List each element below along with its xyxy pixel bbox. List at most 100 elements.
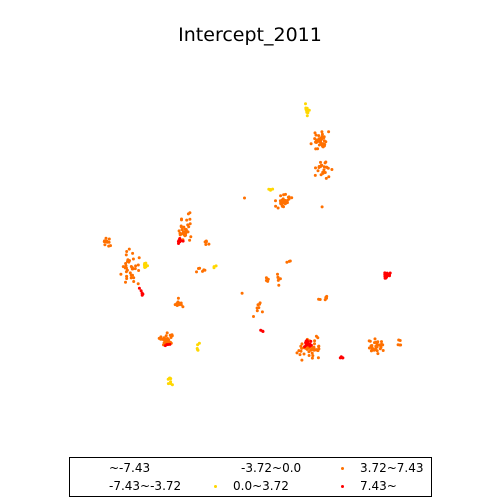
legend-label-6: 7.43~	[360, 479, 397, 493]
map-point	[136, 282, 140, 286]
map-point	[134, 264, 138, 268]
map-point	[300, 358, 304, 362]
map-point	[316, 356, 320, 360]
map-point	[376, 340, 380, 344]
map-point	[203, 268, 207, 272]
map-point	[184, 228, 188, 231]
map-point	[317, 134, 321, 138]
map-point	[207, 242, 211, 246]
map-point	[179, 225, 183, 229]
map-point	[320, 205, 324, 209]
map-point	[380, 342, 383, 346]
map-point	[316, 169, 320, 173]
map-point	[181, 305, 185, 309]
legend-item-2: -7.43~-3.72	[90, 478, 181, 494]
legend-label-4: 0.0~3.72	[233, 479, 289, 493]
map-point	[276, 206, 280, 210]
map-point	[159, 335, 163, 339]
map-point	[266, 277, 270, 281]
map-point	[311, 354, 315, 358]
map-point	[188, 222, 192, 226]
map-point	[139, 289, 143, 293]
map-point	[277, 283, 281, 287]
map-point	[313, 137, 317, 141]
map-point	[285, 260, 289, 264]
map-point	[370, 348, 374, 352]
map-point	[188, 217, 192, 221]
map-point	[124, 280, 127, 284]
map-point	[324, 165, 328, 169]
map-point	[323, 298, 327, 302]
map-point	[131, 251, 135, 255]
map-point	[179, 232, 183, 236]
map-point	[314, 166, 317, 170]
map-point	[256, 303, 260, 307]
map-point	[399, 343, 403, 347]
map-point	[132, 280, 136, 283]
map-point	[276, 275, 280, 279]
map-point	[323, 171, 327, 174]
map-point	[282, 205, 285, 209]
map-point	[313, 342, 316, 346]
map-point	[304, 343, 308, 347]
map-point	[327, 130, 331, 134]
map-point	[107, 240, 111, 244]
map-point	[180, 217, 183, 221]
map-point	[125, 277, 129, 281]
map-point	[370, 344, 374, 347]
map-point	[162, 341, 166, 345]
map-point	[182, 225, 186, 229]
map-point	[305, 114, 309, 118]
map-point	[323, 161, 327, 165]
map-point	[313, 339, 317, 343]
legend-marker-4	[214, 484, 217, 488]
map-point	[368, 339, 372, 343]
map-point	[103, 243, 107, 247]
map-point	[317, 347, 321, 351]
map-point	[321, 145, 325, 149]
map-point	[187, 225, 191, 229]
map-point	[177, 229, 181, 233]
legend-marker-1	[90, 466, 93, 470]
map-point	[373, 337, 377, 341]
map-point	[322, 142, 325, 146]
map-point	[385, 271, 389, 275]
map-point	[119, 272, 123, 276]
map-point	[185, 218, 189, 222]
map-point	[131, 273, 134, 277]
map-point	[268, 188, 272, 191]
legend-marker-3	[222, 466, 225, 470]
map-point	[107, 237, 111, 241]
map-point	[308, 342, 312, 346]
map-point	[258, 301, 262, 305]
legend-marker-5	[341, 466, 344, 470]
map-point	[300, 346, 304, 350]
map-point	[290, 196, 294, 200]
map-point	[319, 165, 323, 168]
map-point	[180, 228, 184, 231]
map-point	[310, 348, 314, 351]
map-point	[196, 343, 200, 347]
map-point	[181, 239, 185, 243]
map-point	[195, 270, 198, 274]
map-point	[276, 272, 279, 276]
map-point	[317, 344, 321, 348]
map-point	[278, 277, 282, 281]
map-point	[330, 168, 334, 171]
map-point	[176, 296, 180, 300]
map-point	[137, 269, 141, 272]
legend-item-5: 3.72~7.43	[341, 460, 424, 476]
legend-label-5: 3.72~7.43	[360, 461, 424, 475]
map-point	[252, 315, 255, 318]
map-point	[300, 342, 304, 346]
map-point	[204, 240, 208, 244]
map-point	[276, 278, 280, 282]
map-point	[367, 346, 371, 350]
map-point	[284, 201, 288, 205]
map-point	[164, 334, 168, 338]
map-point	[319, 160, 322, 164]
map-point	[159, 337, 163, 341]
map-point	[166, 382, 170, 386]
map-point	[260, 310, 264, 314]
map-point	[177, 301, 181, 305]
